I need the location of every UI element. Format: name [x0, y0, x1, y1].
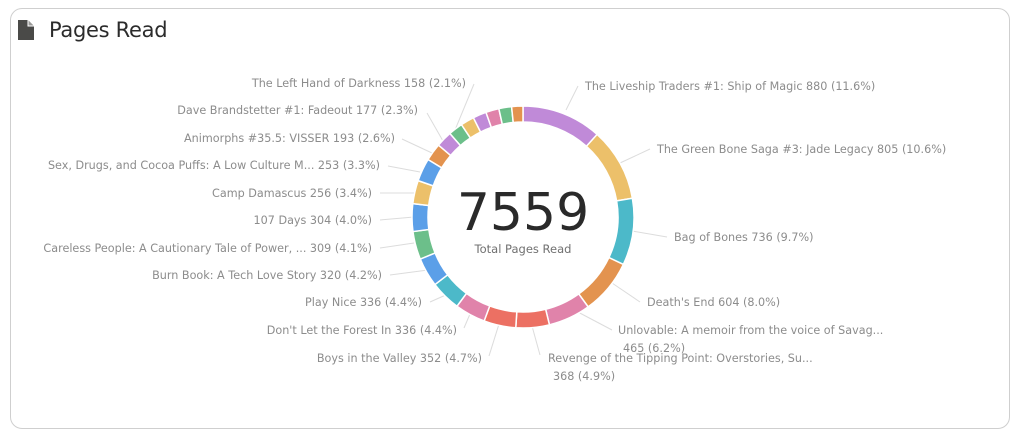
leader-line: [488, 323, 500, 357]
leader-line: [454, 83, 475, 131]
slice-label: Burn Book: A Tech Love Story 320 (4.2%): [152, 269, 382, 282]
card-title: Pages Read: [49, 18, 168, 42]
slice-label: Unlovable: A memoir from the voice of Sa…: [618, 324, 883, 337]
donut-slices: [411, 105, 635, 329]
slice-label: Bag of Bones 736 (9.7%): [674, 231, 813, 244]
leader-lines: [379, 83, 668, 357]
leader-line: [426, 112, 444, 142]
pages-read-card: [10, 8, 1010, 429]
slice-label: Play Nice 336 (4.4%): [305, 296, 422, 309]
leader-line: [401, 138, 433, 154]
donut-slice[interactable]: [607, 197, 635, 266]
slice-label: Revenge of the Tipping Point: Overstorie…: [548, 352, 813, 365]
donut-slice[interactable]: [544, 292, 590, 326]
leader-line: [379, 216, 415, 221]
total-pages-value: 7559: [457, 183, 589, 243]
slice-label: The Liveship Traders #1: Ship of Magic 8…: [584, 80, 875, 93]
slice-label: Careless People: A Cautionary Tale of Po…: [43, 242, 372, 255]
leader-line: [565, 85, 579, 111]
donut-slice[interactable]: [522, 105, 599, 148]
slice-label: Dave Brandstetter #1: Fadeout 177 (2.3%): [177, 104, 418, 117]
slice-label: Don't Let the Forest In 336 (4.4%): [267, 324, 457, 337]
donut-slice[interactable]: [412, 228, 437, 261]
card-header: Pages Read: [17, 18, 168, 42]
donut-slice[interactable]: [497, 105, 515, 126]
leader-line: [463, 313, 471, 329]
donut-slice[interactable]: [510, 105, 524, 124]
leader-line: [575, 310, 613, 331]
total-pages-label: Total Pages Read: [474, 242, 572, 256]
leader-line: [389, 269, 429, 276]
slice-label: 465 (6.2%): [623, 342, 685, 355]
leader-line: [631, 230, 668, 238]
slice-labels: The Liveship Traders #1: Ship of Magic 8…: [43, 77, 946, 383]
leader-line: [611, 282, 641, 303]
slice-label: 107 Days 304 (4.0%): [254, 214, 372, 227]
donut-slice[interactable]: [411, 202, 430, 233]
slice-label: Sex, Drugs, and Cocoa Puffs: A Low Cultu…: [48, 159, 380, 172]
leader-line: [387, 165, 421, 173]
donut-slice[interactable]: [514, 308, 551, 329]
leader-line: [619, 148, 651, 164]
leader-line: [531, 325, 541, 356]
document-icon: [18, 20, 34, 40]
slice-label: Death's End 604 (8.0%): [647, 296, 780, 309]
slice-label: Boys in the Valley 352 (4.7%): [317, 352, 482, 365]
slice-label: Animorphs #35.5: VISSER 193 (2.6%): [184, 132, 395, 145]
leader-line: [379, 242, 415, 249]
donut-slice[interactable]: [577, 256, 625, 308]
donut-slice[interactable]: [585, 133, 634, 202]
slice-label: Camp Damascus 256 (3.4%): [212, 187, 372, 200]
slice-label: The Green Bone Saga #3: Jade Legacy 805 …: [656, 143, 946, 156]
slice-label: The Left Hand of Darkness 158 (2.1%): [251, 77, 466, 90]
slice-label: 368 (4.9%): [553, 370, 615, 383]
